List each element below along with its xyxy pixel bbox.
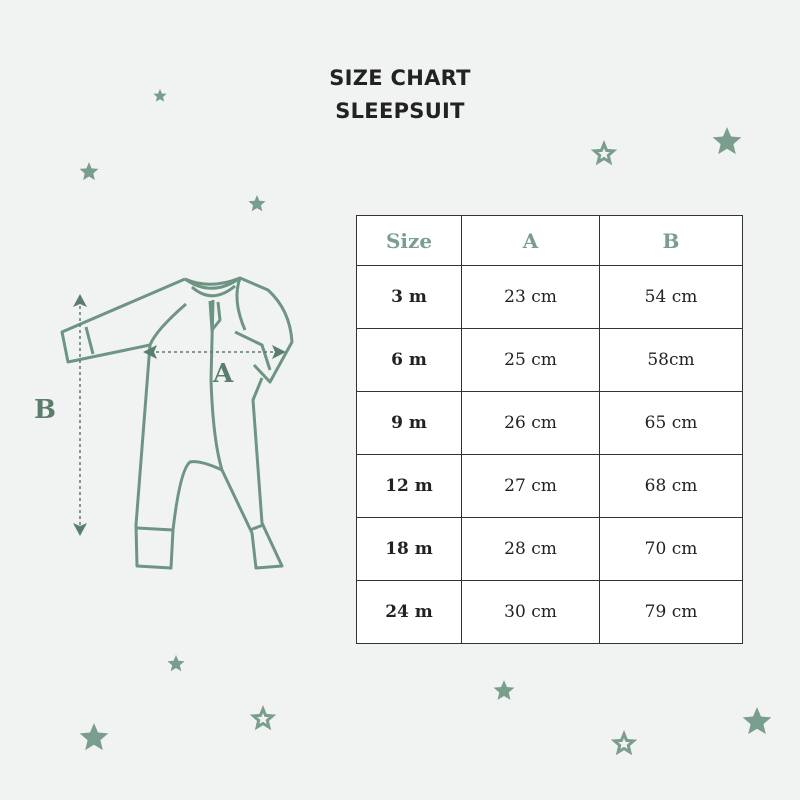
arrow-left-icon xyxy=(143,345,157,359)
star-icon xyxy=(79,723,109,751)
left-sleeve xyxy=(60,277,186,364)
size-cell: 12 m xyxy=(356,454,462,518)
size-cell: 24 m xyxy=(356,580,462,644)
arrow-right-icon xyxy=(272,345,286,359)
star-icon xyxy=(493,680,515,700)
a-cell: 27 cm xyxy=(461,454,600,518)
body-left xyxy=(134,344,223,570)
b-cell: 68 cm xyxy=(599,454,743,518)
a-cell: 23 cm xyxy=(461,265,600,329)
title-line-1: SIZE CHART xyxy=(329,66,471,90)
star-icon xyxy=(167,655,185,672)
a-cell: 26 cm xyxy=(461,391,600,455)
b-cell: 54 cm xyxy=(599,265,743,329)
b-cell: 58cm xyxy=(599,328,743,392)
arrow-up-icon xyxy=(73,294,87,307)
star-icon xyxy=(248,195,266,212)
table-row: 24 m 30 cm 79 cm xyxy=(356,580,743,644)
star-icon xyxy=(249,705,277,731)
header-size: Size xyxy=(356,215,462,266)
table-row: 12 m 27 cm 68 cm xyxy=(356,454,743,518)
star-icon xyxy=(590,140,618,166)
table-row: 6 m 25 cm 58cm xyxy=(356,328,743,392)
size-cell: 18 m xyxy=(356,517,462,581)
star-icon xyxy=(79,162,99,181)
size-cell: 6 m xyxy=(356,328,462,392)
size-cell: 3 m xyxy=(356,265,462,329)
body-right xyxy=(209,299,284,570)
right-sleeve xyxy=(184,276,294,384)
header-a: A xyxy=(461,215,600,266)
label-b: B xyxy=(34,395,56,425)
table-row: 3 m 23 cm 54 cm xyxy=(356,265,743,329)
label-a: A xyxy=(212,359,234,389)
star-icon xyxy=(610,730,638,756)
title-line-2: SLEEPSUIT xyxy=(335,99,465,123)
star-icon xyxy=(742,707,772,735)
b-cell: 65 cm xyxy=(599,391,743,455)
star-icon xyxy=(153,89,167,102)
star-icon xyxy=(712,127,742,155)
arrow-down-icon xyxy=(73,523,87,536)
header-row: Size A B xyxy=(356,215,743,266)
table-row: 18 m 28 cm 70 cm xyxy=(356,517,743,581)
header-b: B xyxy=(599,215,743,266)
table-row: 9 m 26 cm 65 cm xyxy=(356,391,743,455)
a-cell: 30 cm xyxy=(461,580,600,644)
b-cell: 70 cm xyxy=(599,517,743,581)
a-cell: 25 cm xyxy=(461,328,600,392)
size-cell: 9 m xyxy=(356,391,462,455)
a-cell: 28 cm xyxy=(461,517,600,581)
b-cell: 79 cm xyxy=(599,580,743,644)
